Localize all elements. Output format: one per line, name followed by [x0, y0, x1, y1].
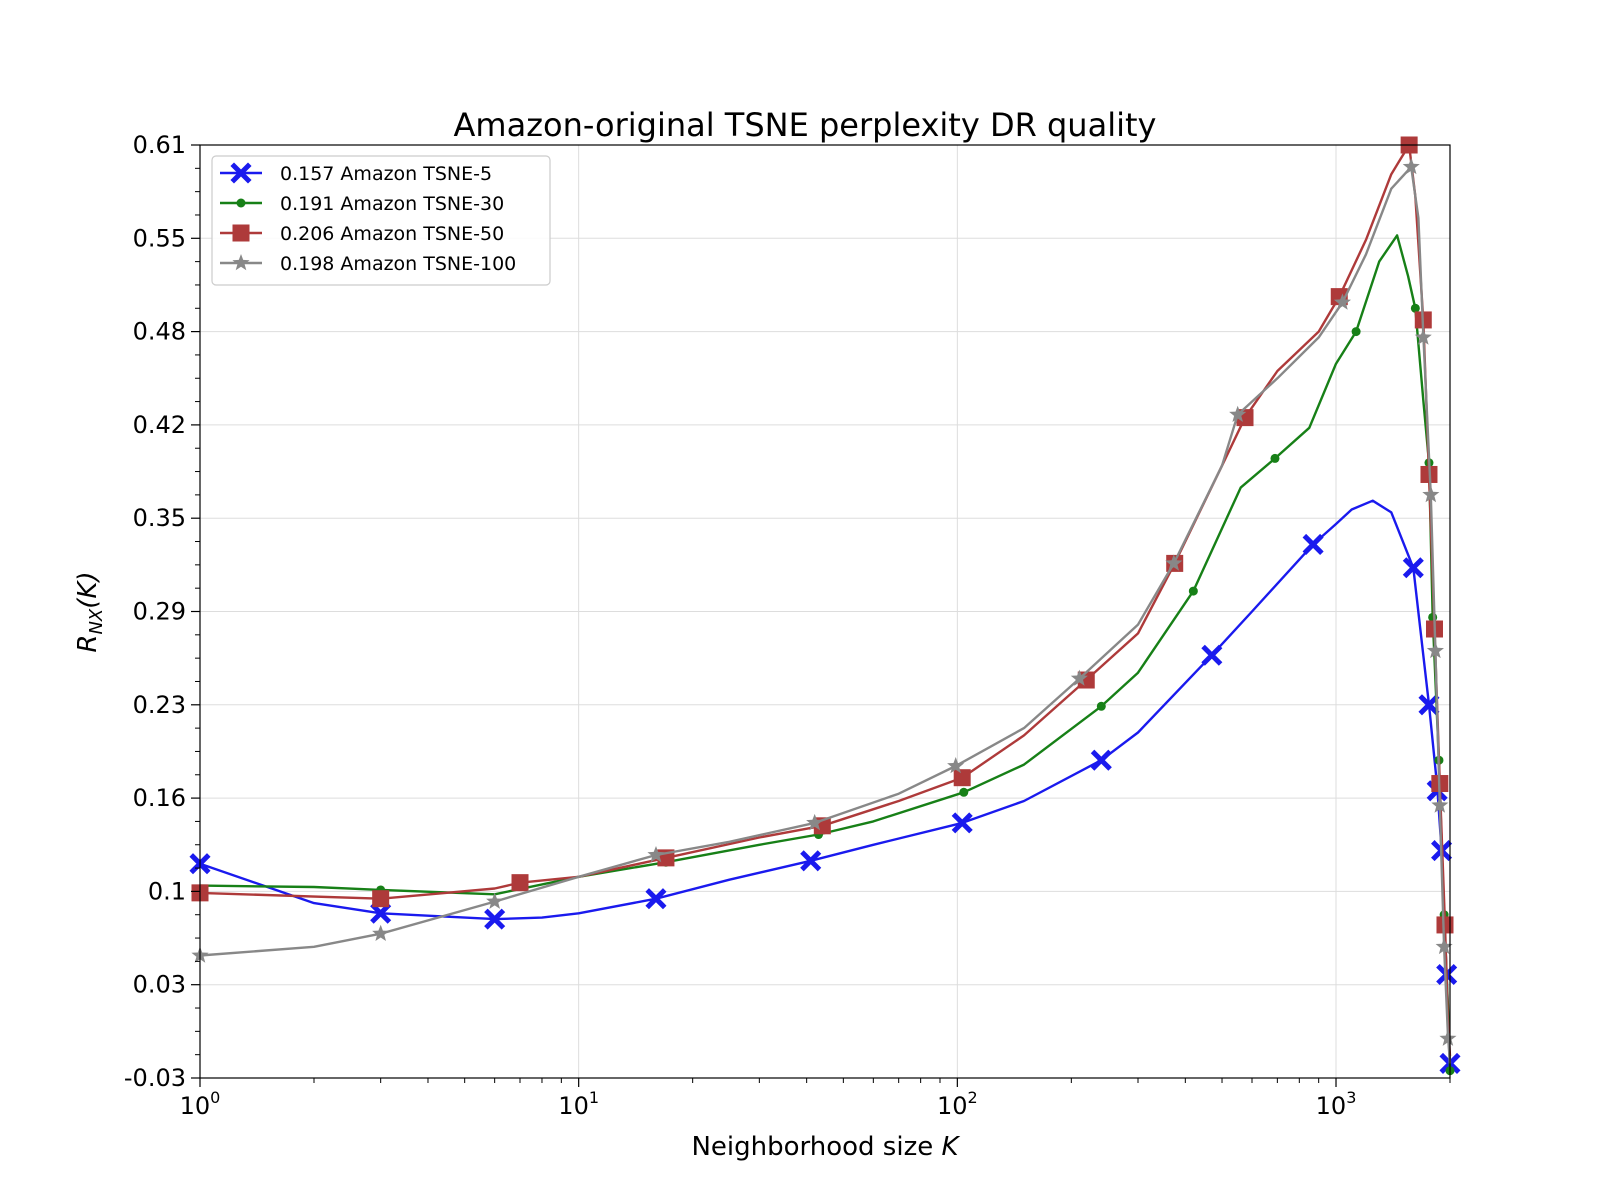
data-point-star-marker — [1165, 554, 1183, 571]
legend-label: 0.157 Amazon TSNE-5 — [280, 163, 492, 185]
y-axis-title: RNX(K) — [73, 571, 107, 652]
y-axis-title-rest: (K) — [73, 571, 103, 608]
data-point-square-marker — [372, 890, 390, 908]
y-tick-label: 0.23 — [133, 691, 186, 719]
data-point-star-marker — [486, 892, 504, 909]
x-tick-label-base: 10 — [937, 1092, 968, 1120]
y-tick-label: 0.55 — [133, 224, 186, 252]
plot-series — [189, 136, 1461, 1076]
data-point-square-marker — [232, 224, 250, 242]
legend-entry: 0.206 Amazon TSNE-50 — [220, 223, 504, 245]
data-point-x-marker — [230, 162, 252, 184]
x-tick-label: 101 — [558, 1088, 599, 1120]
data-point-x-marker — [1402, 557, 1424, 579]
y-tick-label: 0.48 — [133, 318, 186, 346]
x-tick-label-exponent: 0 — [210, 1088, 220, 1107]
legend-entry: 0.191 Amazon TSNE-30 — [220, 193, 504, 215]
series-line — [199, 234, 1452, 1071]
y-tick-label: -0.03 — [124, 1064, 186, 1092]
x-axis-title-text: Neighborhood size — [691, 1132, 933, 1162]
data-point-star-marker — [1426, 641, 1444, 659]
data-point-star-marker — [1422, 485, 1440, 503]
legend-box — [211, 155, 551, 286]
data-point-star-marker — [1402, 157, 1420, 175]
y-tick-label: 0.35 — [133, 504, 186, 532]
legend-label: 0.198 Amazon TSNE-100 — [280, 253, 516, 275]
legend-entry: 0.198 Amazon TSNE-100 — [220, 253, 516, 275]
y-tick-label: 0.42 — [133, 411, 186, 439]
y-axis-title-main: R — [73, 635, 103, 653]
data-point-dot-marker — [1096, 701, 1106, 711]
y-axis-title-sub: NX — [86, 608, 107, 634]
data-point-x-marker — [800, 850, 822, 872]
series-line — [199, 165, 1452, 1064]
x-tick-label-exponent: 2 — [968, 1088, 978, 1107]
data-point-x-marker — [370, 902, 392, 924]
legend-entry: 0.157 Amazon TSNE-5 — [220, 162, 492, 185]
x-tick-label-base: 10 — [1316, 1092, 1347, 1120]
x-tick-label-base: 10 — [558, 1092, 589, 1120]
data-point-star-marker — [1414, 328, 1432, 345]
data-point-star-marker — [232, 254, 250, 271]
data-point-x-marker — [484, 908, 506, 930]
data-point-x-marker — [1201, 644, 1223, 666]
data-point-dot-marker — [1351, 327, 1361, 337]
x-tick-label-exponent: 1 — [589, 1088, 599, 1107]
data-point-dot-marker — [959, 787, 969, 797]
chart-title: Amazon-original TSNE perplexity DR quali… — [454, 106, 1157, 144]
y-tick-label: 0.29 — [133, 598, 186, 626]
data-point-star-marker — [1229, 405, 1247, 422]
legend-label: 0.191 Amazon TSNE-30 — [280, 193, 504, 215]
data-point-star-marker — [647, 846, 665, 863]
x-axis-title-var: K — [941, 1132, 960, 1162]
data-point-star-marker — [806, 813, 824, 831]
data-point-x-marker — [645, 888, 667, 910]
series-2 — [199, 234, 1455, 1076]
y-tick-label: 0.03 — [133, 971, 186, 999]
x-tick-label-base: 10 — [180, 1092, 211, 1120]
data-point-x-marker — [951, 812, 973, 834]
x-axis: 100 101 102 103 — [180, 1078, 1451, 1120]
data-point-x-marker — [1302, 533, 1324, 555]
data-point-star-marker — [947, 757, 965, 774]
data-point-star-marker — [1333, 293, 1351, 310]
data-point-star-marker — [1431, 796, 1449, 813]
x-tick-label: 100 — [180, 1088, 221, 1120]
data-point-square-marker — [1436, 916, 1454, 934]
data-point-square-marker — [953, 769, 971, 787]
x-axis-title: Neighborhood size K — [691, 1132, 960, 1162]
y-axis: 0.61 0.55 0.48 0.42 0.35 0.29 0.23 0.16 0.1 0.03 -… — [124, 131, 200, 1092]
data-point-dot-marker — [1410, 303, 1420, 313]
data-point-dot-marker — [1188, 586, 1198, 596]
x-tick-label: 102 — [937, 1088, 978, 1120]
series-4 — [191, 157, 1457, 1064]
data-point-square-marker — [511, 874, 529, 892]
y-tick-label: 0.61 — [133, 131, 186, 159]
data-point-star-marker — [372, 924, 390, 941]
data-point-x-marker — [1418, 694, 1440, 716]
y-tick-label: 0.16 — [133, 784, 186, 812]
data-point-dot-marker — [1428, 612, 1438, 622]
x-tick-label: 103 — [1316, 1088, 1357, 1120]
data-point-star-marker — [1070, 669, 1088, 686]
data-point-star-marker — [1435, 937, 1453, 955]
data-point-x-marker — [1090, 749, 1112, 771]
y-tick-label: 0.1 — [148, 877, 186, 905]
data-point-dot-marker — [1270, 453, 1280, 463]
data-point-dot-marker — [236, 198, 246, 208]
legend-label: 0.206 Amazon TSNE-50 — [280, 223, 504, 245]
data-point-star-marker — [1439, 1029, 1457, 1046]
x-tick-label-exponent: 3 — [1346, 1088, 1356, 1107]
series-line — [199, 499, 1452, 1064]
legend: 0.157 Amazon TSNE-5 0.191 Amazon TSNE-30 0… — [211, 155, 551, 286]
